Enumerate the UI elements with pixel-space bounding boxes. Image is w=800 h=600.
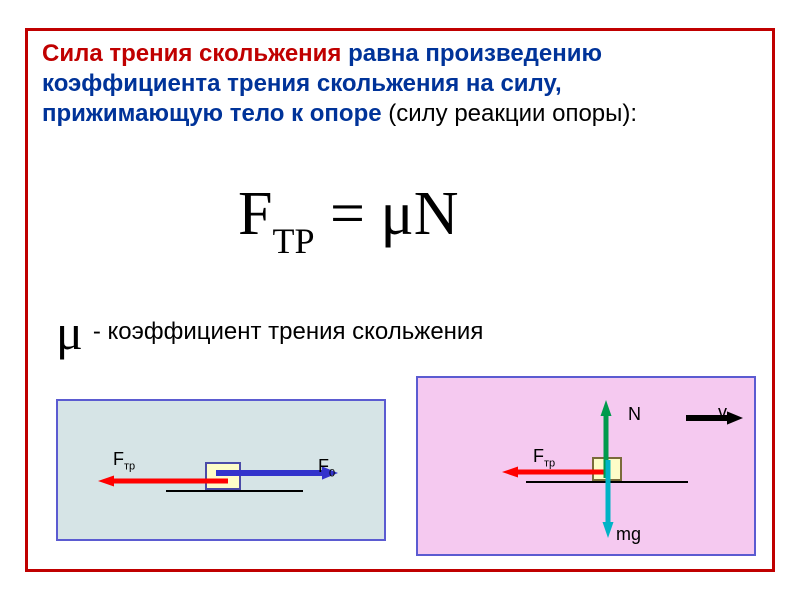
diagram-right-svg [418,378,758,558]
formula-mu: μ [380,180,413,248]
mu-symbol: μ [56,303,83,361]
diagram-label: F0 [318,456,335,480]
mu-definition: μ - коэффициент трения скольжения [56,303,483,361]
main-formula: FТР = μN [238,179,459,256]
formula-sub: ТР [272,221,314,261]
diagram-left: Fтр F0 [56,399,386,541]
title-black: (силу реакции опоры): [388,100,637,127]
mu-text: - коэффициент трения скольжения [93,318,484,346]
diagram-label: Fтр [113,449,135,473]
diagram-right: Fтр Nv mg [416,376,756,556]
title-text: Сила трения скольжения равна произведени… [42,39,746,129]
formula-F: F [238,180,272,248]
diagram-label: v [718,402,727,423]
formula-N: N [414,180,459,248]
diagram-left-svg [58,401,388,543]
diagram-label: mg [616,524,641,545]
diagram-label: N [628,404,641,425]
main-frame: Сила трения скольжения равна произведени… [25,28,775,572]
formula-eq: = [315,180,381,248]
title-red: Сила трения скольжения [42,40,341,67]
diagram-label: Fтр [533,446,555,470]
